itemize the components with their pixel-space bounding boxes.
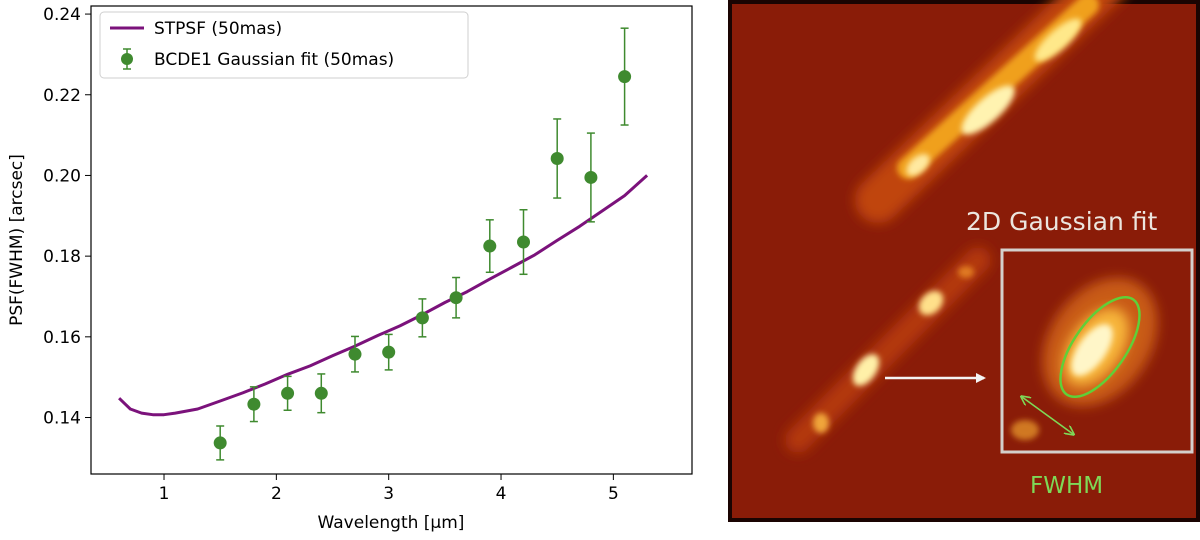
- data-point: [584, 170, 598, 184]
- plot-content: [118, 27, 649, 461]
- diffraction-streak-lower: [785, 247, 991, 453]
- data-point: [618, 70, 632, 84]
- fwhm-label: FWHM: [1030, 473, 1103, 499]
- x-axis-ticks: 1 2 3 4 5: [159, 474, 619, 504]
- data-point: [550, 152, 564, 166]
- legend-label-stpsf: STPSF (50mas): [154, 19, 282, 39]
- legend: STPSF (50mas) BCDE1 Gaussian fit (50mas): [99, 11, 469, 79]
- y-tick-label: 0.22: [43, 86, 81, 106]
- data-point: [247, 397, 261, 411]
- legend-marker-swatch: [121, 53, 133, 65]
- chart-svg: 0.14 0.16 0.18 0.20 0.22 0.24 1 2 3 4 5 Wavelengt…: [7, 5, 693, 533]
- diffraction-streak-upper: [855, 0, 1121, 223]
- data-point: [516, 235, 530, 249]
- x-axis-label: Wavelength [μm]: [318, 513, 465, 533]
- data-point: [483, 239, 497, 253]
- data-point: [382, 345, 396, 359]
- data-point: [281, 386, 295, 400]
- stpsf-line: [118, 174, 649, 417]
- psf-image-svg: 2D Gaussian fit FWHM: [724, 0, 1200, 526]
- y-axis-ticks: 0.14 0.16 0.18 0.20 0.22 0.24: [43, 5, 91, 429]
- x-tick-label: 2: [271, 484, 282, 504]
- data-point: [415, 311, 429, 325]
- legend-box: [99, 11, 469, 79]
- gaussian-fit-ellipse: [1059, 295, 1141, 399]
- y-tick-label: 0.18: [43, 247, 81, 267]
- y-tick-label: 0.16: [43, 328, 81, 348]
- data-point: [348, 347, 362, 361]
- inset-frame: [1000, 248, 1194, 454]
- psf-image-panel: 2D Gaussian fit FWHM: [724, 0, 1200, 526]
- x-tick-label: 1: [159, 484, 170, 504]
- data-point: [449, 291, 463, 305]
- data-point: [314, 386, 328, 400]
- y-tick-label: 0.20: [43, 166, 81, 186]
- fwhm-double-arrow: [1022, 397, 1073, 434]
- psf-fwhm-chart: 0.14 0.16 0.18 0.20 0.22 0.24 1 2 3 4 5 Wavelengt…: [7, 5, 693, 533]
- data-point: [213, 436, 227, 450]
- y-axis-label: PSF(FWHM) [arcsec]: [7, 154, 27, 326]
- x-tick-label: 3: [383, 484, 394, 504]
- y-tick-label: 0.24: [43, 5, 81, 25]
- fit-inset: [1000, 248, 1194, 454]
- y-tick-label: 0.14: [43, 409, 81, 429]
- fit-label: 2D Gaussian fit: [966, 207, 1157, 236]
- x-tick-label: 5: [608, 484, 619, 504]
- plot-frame: [90, 5, 693, 475]
- legend-label-bcde1: BCDE1 Gaussian fit (50mas): [154, 50, 394, 70]
- x-tick-label: 4: [496, 484, 507, 504]
